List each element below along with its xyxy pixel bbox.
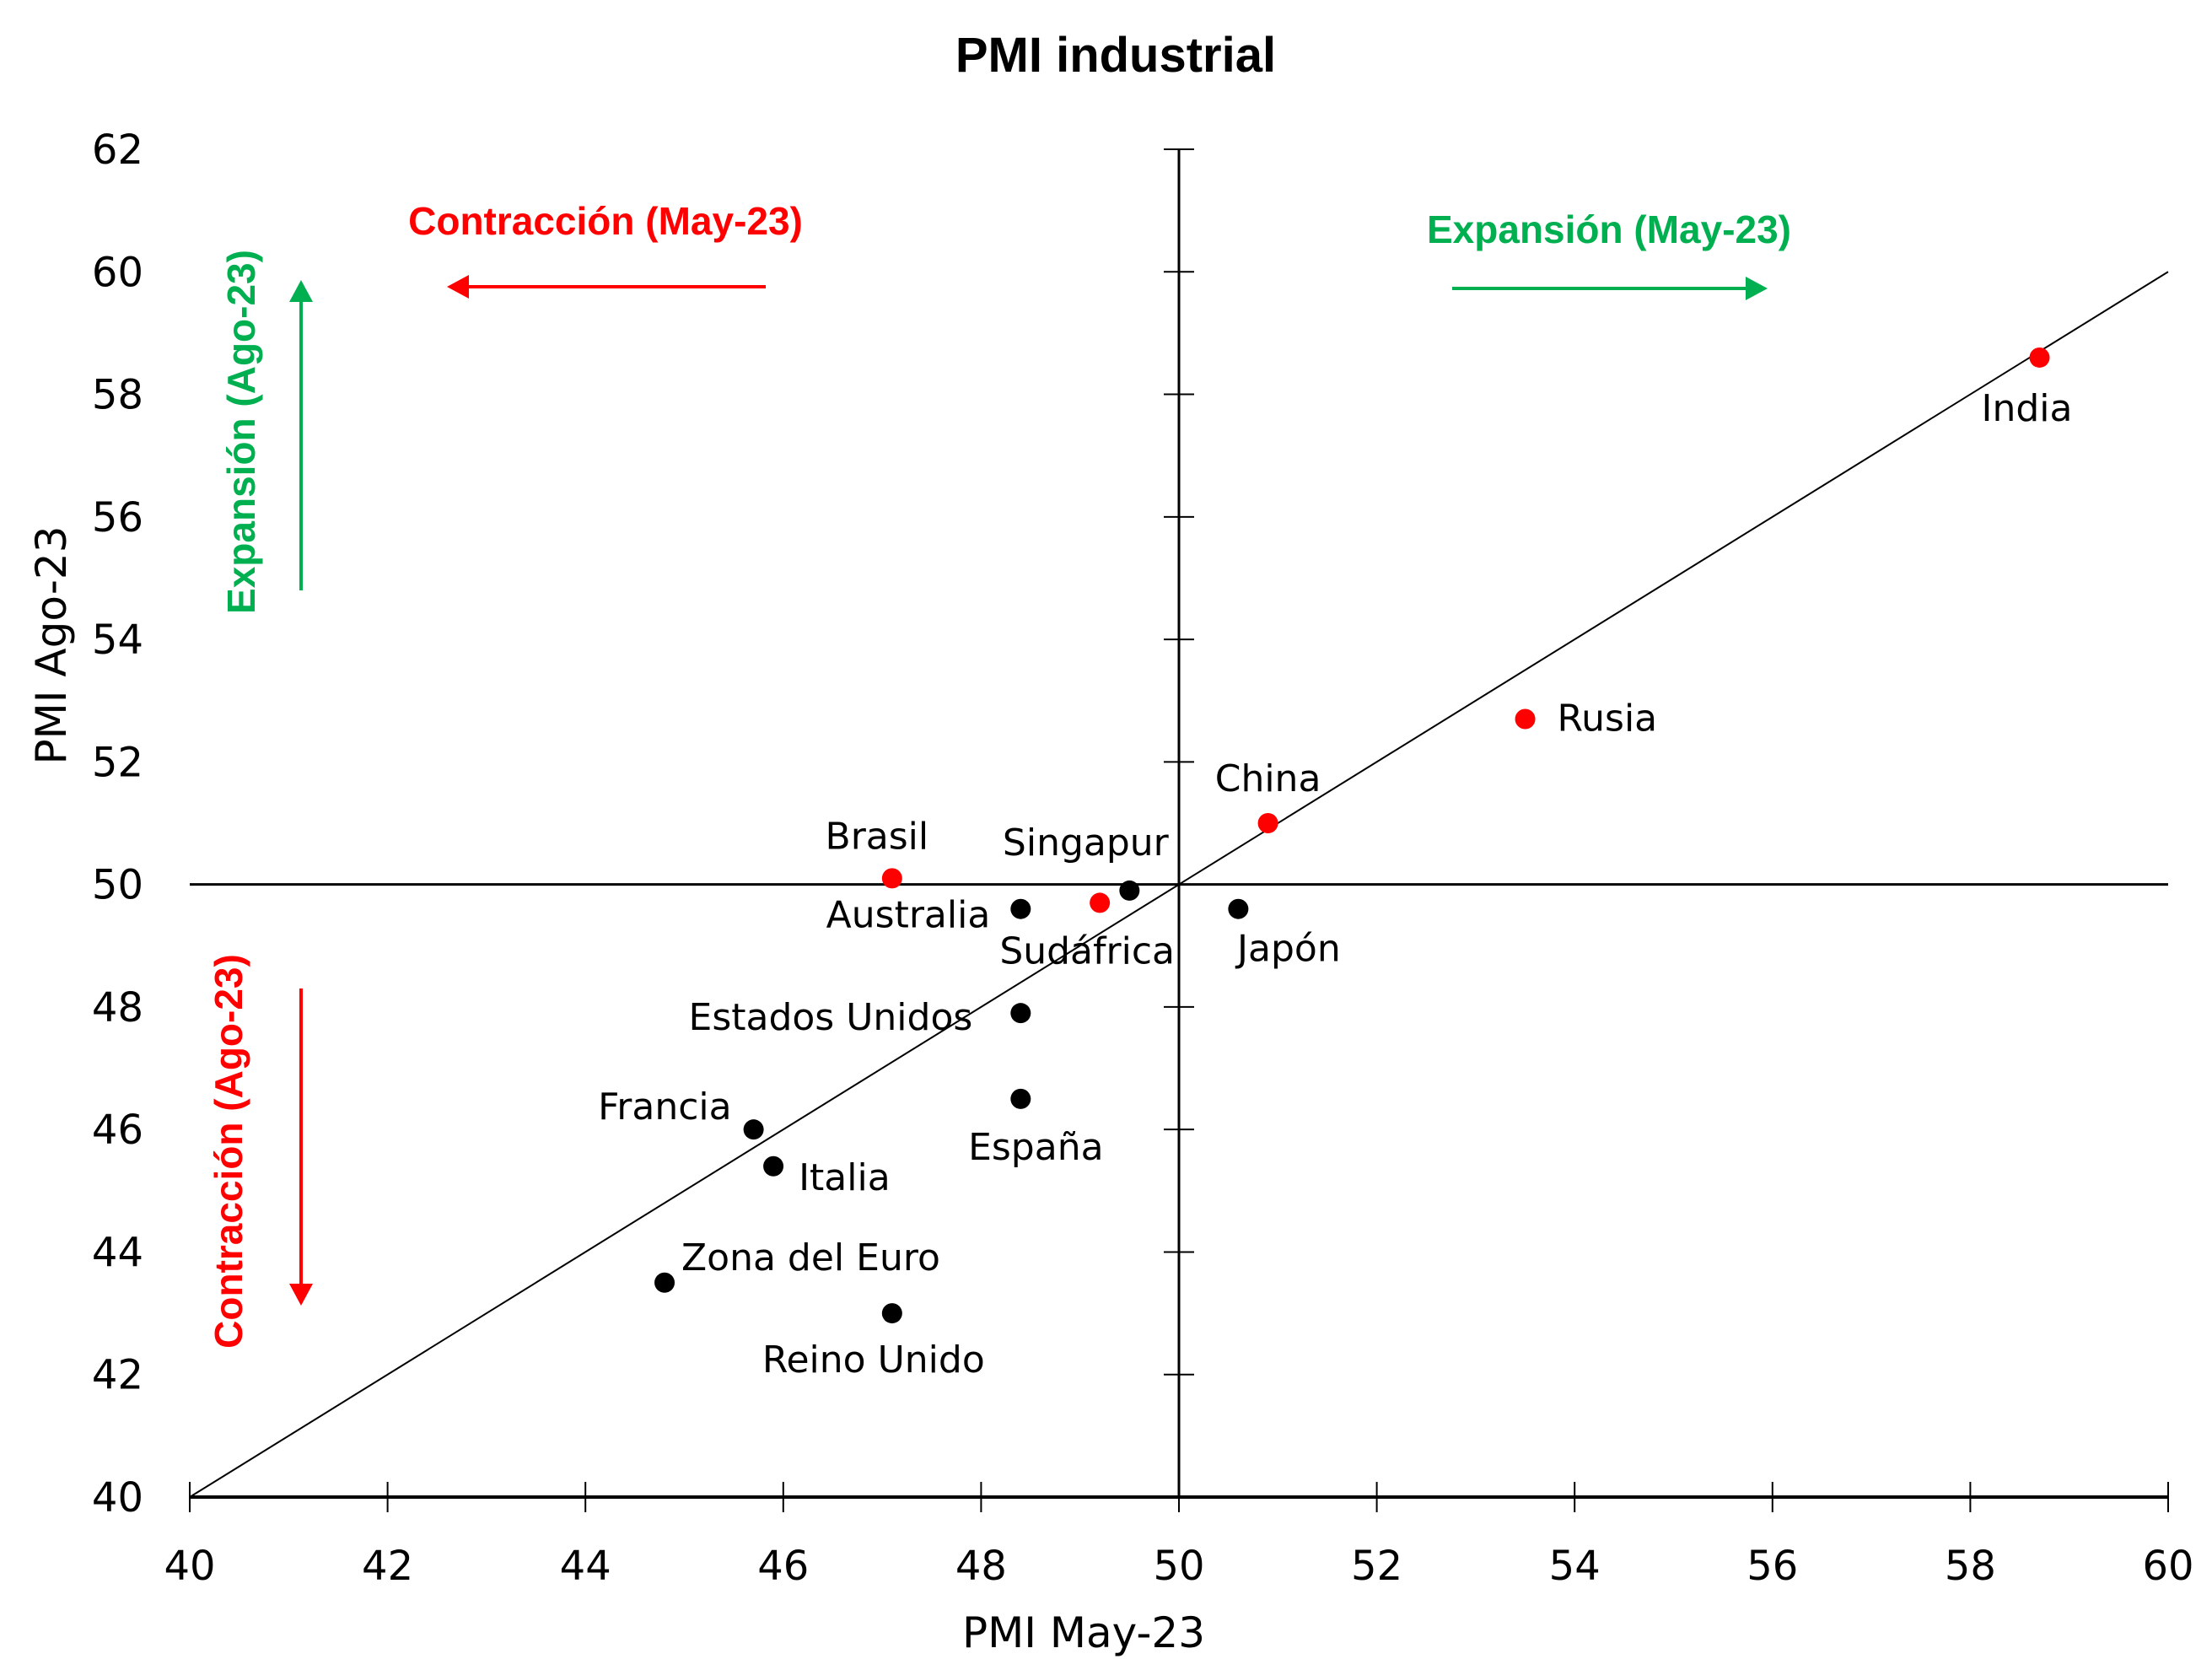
y-tick-label: 40: [92, 1474, 143, 1522]
y-tick-label: 44: [92, 1229, 143, 1276]
data-point: [743, 1119, 764, 1140]
data-label: Japón: [1235, 928, 1341, 971]
arrow-down-icon: [289, 988, 313, 1306]
x-tick-label: 54: [1549, 1543, 1601, 1590]
data-point: [881, 868, 902, 889]
data-label: China: [1215, 757, 1321, 800]
y-tick-label: 58: [92, 372, 143, 419]
axes: [190, 149, 2168, 1499]
data-label: India: [1982, 387, 2073, 430]
y-tick-label: 54: [92, 617, 143, 664]
data-point: [1119, 880, 1140, 901]
chart-title: PMI industrial: [955, 28, 1276, 83]
x-tick-label: 48: [955, 1543, 1007, 1590]
y-tick-label: 56: [92, 494, 143, 541]
arrow-up-icon: [289, 280, 313, 590]
arrow-right-icon: [1452, 277, 1768, 300]
annotation-expansion-may: Expansión (May-23): [1427, 207, 1791, 251]
y-axis-title: PMI Ago-23: [27, 525, 76, 764]
data-point: [1090, 892, 1111, 913]
y-tick-label: 50: [92, 862, 143, 909]
x-tick-label: 52: [1351, 1543, 1402, 1590]
x-tick-label: 58: [1945, 1543, 1996, 1590]
x-tick-label: 42: [362, 1543, 413, 1590]
y-tick-label: 42: [92, 1352, 143, 1399]
arrow-left-icon: [447, 275, 766, 299]
reference-lines: [189, 271, 2169, 1498]
x-tick-label: 56: [1746, 1543, 1798, 1590]
y-tick-label: 62: [92, 127, 143, 174]
data-points: India Rusia China Brasil Singapur SudáfricaAu…: [598, 347, 2073, 1382]
data-label: Francia: [598, 1085, 731, 1128]
data-point: [1010, 898, 1031, 919]
x-tick-label: 40: [164, 1543, 215, 1590]
data-label: España: [968, 1126, 1103, 1169]
data-label: Sudáfrica: [999, 929, 1175, 972]
diagonal-reference-line: [189, 271, 2169, 1498]
annotation-contraction-ago: Contracción (Ago-23): [207, 954, 250, 1349]
ticks: 40 42 44 46 48 50 52 54 56 58 60 40 42 44 46 48 50 52 54 56…: [92, 127, 2194, 1590]
x-tick-label: 44: [560, 1543, 611, 1590]
y-tick-label: 60: [92, 249, 143, 296]
data-label: Singapur: [1003, 821, 1170, 865]
data-point: [654, 1272, 675, 1293]
data-label: Estados Unidos: [689, 996, 973, 1039]
annotation-expansion-ago: Expansión (Ago-23): [219, 250, 263, 614]
annotation-contraction-may: Contracción (May-23): [408, 199, 803, 243]
data-label: Rusia: [1558, 698, 1658, 741]
data-label: Reino Unido: [762, 1339, 985, 1382]
data-point: [1257, 813, 1278, 833]
data-label: Zona del Euro: [681, 1236, 940, 1279]
x-tick-label: 50: [1153, 1543, 1204, 1590]
data-label: Australia: [826, 894, 991, 937]
data-point: [763, 1155, 784, 1177]
data-point: [1010, 1088, 1031, 1109]
y-tick-label: 48: [92, 984, 143, 1031]
x-tick-label: 60: [2142, 1543, 2193, 1590]
data-point: [881, 1303, 902, 1324]
data-point: [2029, 347, 2050, 368]
data-label: Italia: [799, 1156, 891, 1199]
data-point: [1228, 898, 1249, 919]
data-label: Brasil: [826, 815, 929, 858]
y-tick-label: 52: [92, 739, 143, 786]
y-tick-label: 46: [92, 1107, 143, 1154]
x-tick-label: 46: [757, 1543, 809, 1590]
data-point: [1010, 1003, 1031, 1024]
data-point: [1515, 708, 1536, 730]
x-axis-title: PMI May-23: [962, 1608, 1205, 1657]
